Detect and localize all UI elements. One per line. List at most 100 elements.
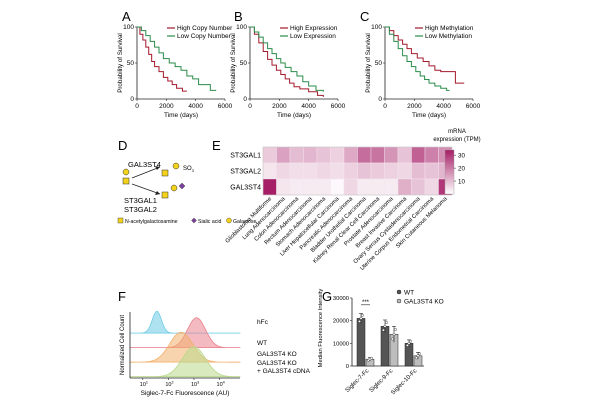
panel-label-a: A bbox=[122, 9, 131, 24]
y-tick-label-g: 20000 bbox=[333, 319, 349, 325]
heatmap-cell bbox=[330, 178, 345, 196]
arrow-down bbox=[131, 183, 161, 195]
heatmap-cell bbox=[343, 162, 358, 180]
x-tick-label-c: 0 bbox=[383, 103, 387, 110]
enzyme-label-gal3st4: GAL3ST4 bbox=[128, 160, 161, 169]
bar-point bbox=[407, 341, 411, 345]
heatmap-cell bbox=[411, 146, 426, 164]
panel-label-f: F bbox=[118, 289, 126, 304]
x-tick-label-c: 6000 bbox=[466, 103, 481, 110]
y-axis-label-c: Probability of Survival bbox=[365, 33, 372, 93]
heatmap-cell bbox=[316, 178, 331, 196]
survival-line-c-2 bbox=[385, 26, 450, 91]
colorbar-tick-label: 20 bbox=[458, 165, 465, 172]
panel-label-g: G bbox=[322, 289, 332, 304]
survival-chart-b: 0 2000 4000 6000 0 50 100 Time (days) Probabilit… bbox=[230, 24, 346, 119]
x-tick-label-g: Siglec-10-Fc bbox=[390, 368, 418, 396]
x-tick-label-f: 104 bbox=[217, 381, 225, 389]
legend-galactose-label: Galactose bbox=[233, 219, 256, 225]
heatmap-cell bbox=[276, 162, 291, 180]
x-tick-label-b: 6000 bbox=[331, 103, 346, 110]
heatmap-cell bbox=[411, 162, 426, 180]
heatmap-cell bbox=[424, 162, 439, 180]
glycan-circle-top bbox=[172, 162, 180, 170]
x-tick-label-b: 4000 bbox=[301, 103, 316, 110]
heatmap-cell bbox=[343, 178, 358, 196]
y-tick-label-b: 100 bbox=[236, 24, 247, 31]
colorbar-tick-label: 10 bbox=[458, 178, 465, 185]
heatmap-cell bbox=[370, 178, 385, 196]
colorbar-title: mRNA bbox=[448, 129, 466, 135]
histogram-curve bbox=[129, 346, 241, 378]
glycan-gal-circle-left bbox=[122, 168, 130, 176]
y-tick-label-g: 0 bbox=[346, 364, 349, 370]
x-tick-label-a: 4000 bbox=[188, 103, 203, 110]
heatmap-cell bbox=[303, 178, 318, 196]
bar-point bbox=[406, 343, 409, 347]
panel-label-e: E bbox=[212, 138, 221, 153]
bar-point bbox=[385, 321, 388, 324]
heatmap-cell bbox=[370, 146, 385, 164]
heatmap-cell bbox=[397, 178, 412, 196]
legend-galnac-label: N-acetylgalactosamine bbox=[125, 219, 178, 225]
heatmap-cell bbox=[316, 146, 331, 164]
heatmap-cell bbox=[303, 146, 318, 164]
enzyme-label-st3gal1: ST3GAL1 bbox=[124, 196, 157, 205]
y-tick-label-g: 30000 bbox=[333, 296, 349, 302]
heatmap-cell bbox=[397, 162, 412, 180]
y-axis-label-f: Normalized Cell Count bbox=[120, 315, 126, 375]
x-tick-label-b: 2000 bbox=[272, 103, 287, 110]
x-tick-label-a: 0 bbox=[135, 103, 139, 110]
y-axis-label-g: Median Fluorescence Intensity bbox=[318, 289, 324, 368]
heatmap-cell bbox=[384, 178, 399, 196]
arrow-down-head bbox=[155, 191, 160, 195]
heatmap-cell bbox=[289, 146, 304, 164]
heatmap-cell bbox=[316, 162, 331, 180]
legend-marker-g bbox=[396, 298, 402, 304]
survival-line-a-2 bbox=[137, 26, 217, 91]
y-tick-label-a: 0 bbox=[130, 96, 134, 103]
bar-point bbox=[418, 352, 421, 356]
bar-point bbox=[358, 319, 361, 323]
histogram-legend-label: GAL3ST4 KO bbox=[257, 360, 297, 367]
heatmap-cell bbox=[262, 178, 277, 196]
bar-point bbox=[416, 354, 420, 358]
heatmap-cell bbox=[397, 146, 412, 164]
x-tick-label-f: 102 bbox=[165, 381, 173, 389]
x-tick-label-g: Siglec-7-Fc bbox=[345, 368, 371, 394]
y-tick-label-c: 100 bbox=[371, 24, 382, 31]
bar-point bbox=[359, 316, 363, 320]
heatmap-row-label: GAL3ST4 bbox=[230, 185, 261, 192]
x-tick-label-a: 2000 bbox=[159, 103, 174, 110]
y-axis-label-b: Probability of Survival bbox=[230, 33, 237, 93]
colorbar-title: expression (TPM) bbox=[433, 137, 480, 143]
legend-label-b-1: High Expression bbox=[290, 25, 338, 32]
heatmap-cell bbox=[357, 162, 372, 180]
legend-sialic-diamond-icon bbox=[191, 217, 197, 224]
legend-gal-square-icon bbox=[117, 217, 124, 224]
y-tick-label-a: 50 bbox=[127, 60, 135, 67]
x-axis-label-b: Time (days) bbox=[277, 112, 311, 119]
bar-point bbox=[392, 332, 396, 336]
heatmap-cell bbox=[357, 178, 372, 196]
heatmap-row-label: ST3GAL2 bbox=[230, 169, 261, 176]
heatmap-cell bbox=[384, 146, 399, 164]
x-tick-label-c: 2000 bbox=[407, 103, 422, 110]
survival-chart-a: 0 2000 4000 6000 0 50 100 Time (days) Probabilit… bbox=[117, 24, 233, 119]
y-axis-label-a: Probability of Survival bbox=[117, 33, 124, 93]
glycan-circle-bottom bbox=[170, 184, 178, 192]
heatmap-cell bbox=[303, 162, 318, 180]
heatmap-cell bbox=[424, 178, 439, 196]
legend-label-b-2: Low Expression bbox=[290, 33, 336, 40]
heatmap-cell bbox=[289, 162, 304, 180]
arrow-up bbox=[131, 166, 161, 179]
survival-line-b-1 bbox=[250, 26, 324, 97]
panel-label-b: B bbox=[234, 9, 243, 24]
glycan-sq-bottom bbox=[161, 191, 169, 199]
x-tick-label-b: 0 bbox=[248, 103, 252, 110]
survival-chart-c: 0 2000 4000 6000 0 50 100 Time (days) Probabilit… bbox=[365, 24, 481, 119]
glycan-diagram: GAL3ST4 SO3 ST3GAL1 ST3GAL2 N-acetylgala… bbox=[117, 160, 256, 225]
heatmap-cell bbox=[289, 178, 304, 196]
